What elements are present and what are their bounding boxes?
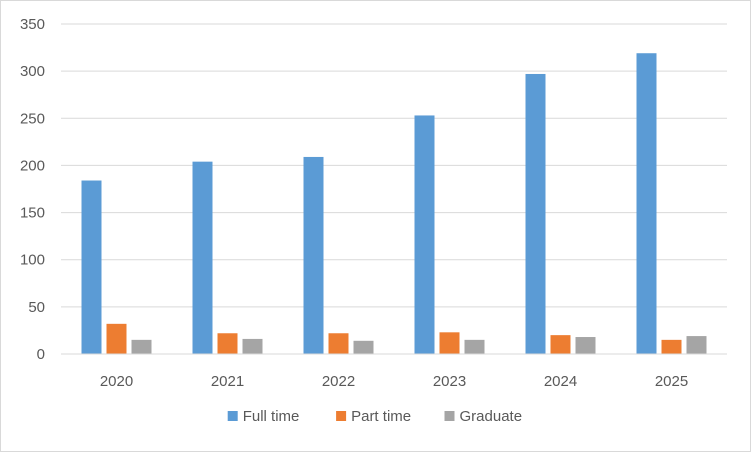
y-tick-label: 0 [37, 346, 45, 363]
x-tick-label: 2020 [100, 373, 133, 390]
bar-part-time-2025 [661, 339, 682, 354]
bar-full-time-2022 [303, 156, 324, 354]
gridlines [61, 23, 727, 308]
legend-label: Graduate [460, 408, 523, 425]
y-tick-label: 250 [20, 110, 45, 127]
bar-graduate-2022 [353, 340, 374, 354]
x-axis-ticks: 2020 2021 2022 2023 2024 2025 [100, 373, 688, 390]
legend-swatch [336, 411, 347, 421]
bar-part-time-2022 [328, 333, 349, 354]
x-tick-label: 2021 [211, 373, 244, 390]
legend-label: Full time [243, 408, 300, 425]
legend-swatch [227, 411, 238, 421]
y-tick-label: 50 [28, 299, 45, 316]
legend-item-graduate: Graduate [444, 408, 523, 425]
legend-swatch [444, 411, 455, 421]
bar-part-time-2020 [106, 323, 127, 354]
y-tick-label: 200 [20, 157, 45, 174]
bars [81, 53, 707, 354]
legend: Full time Part time Graduate [227, 408, 523, 425]
bar-full-time-2025 [636, 53, 657, 354]
bar-full-time-2024 [525, 73, 546, 354]
bar-part-time-2021 [217, 333, 238, 354]
bar-graduate-2025 [686, 336, 707, 354]
bar-full-time-2023 [414, 115, 435, 354]
bar-part-time-2024 [550, 335, 571, 354]
y-tick-label: 150 [20, 205, 45, 222]
bar-full-time-2020 [81, 180, 102, 354]
y-tick-label: 350 [20, 16, 45, 33]
bar-graduate-2024 [575, 337, 596, 354]
bar-graduate-2020 [131, 339, 152, 354]
legend-label: Part time [351, 408, 411, 425]
x-tick-label: 2025 [655, 373, 688, 390]
bar-part-time-2023 [439, 332, 460, 354]
legend-item-part-time: Part time [336, 408, 411, 425]
bar-graduate-2023 [464, 339, 485, 354]
x-tick-label: 2023 [433, 373, 466, 390]
bar-full-time-2021 [192, 161, 213, 354]
legend-item-full-time: Full time [227, 408, 300, 425]
bar-graduate-2021 [242, 338, 263, 354]
y-axis-ticks: 0 50 100 150 200 250 300 350 [20, 16, 45, 363]
x-tick-label: 2022 [322, 373, 355, 390]
y-tick-label: 300 [20, 63, 45, 80]
x-tick-label: 2024 [544, 373, 577, 390]
y-tick-label: 100 [20, 252, 45, 269]
